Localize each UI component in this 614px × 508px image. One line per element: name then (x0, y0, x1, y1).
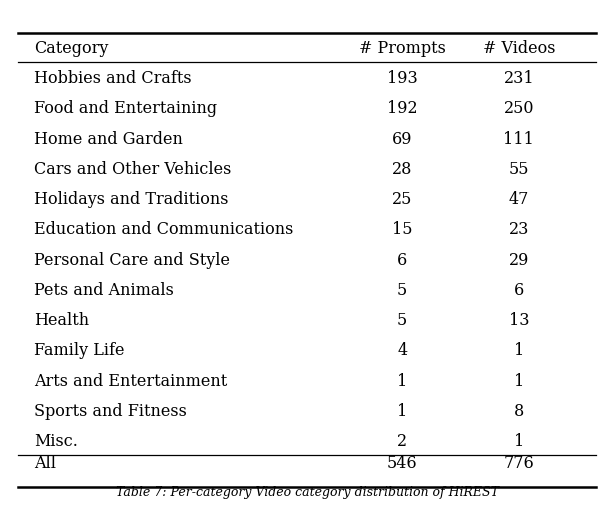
Text: 1: 1 (514, 433, 524, 450)
Text: 55: 55 (508, 161, 529, 178)
Text: Cars and Other Vehicles: Cars and Other Vehicles (34, 161, 231, 178)
Text: 15: 15 (392, 221, 413, 238)
Text: 25: 25 (392, 191, 413, 208)
Text: 1: 1 (397, 403, 407, 420)
Text: 8: 8 (514, 403, 524, 420)
Text: # Prompts: # Prompts (359, 40, 446, 57)
Text: Family Life: Family Life (34, 342, 124, 359)
Text: Misc.: Misc. (34, 433, 77, 450)
Text: 231: 231 (503, 70, 534, 87)
Text: All: All (34, 455, 56, 472)
Text: 193: 193 (387, 70, 418, 87)
Text: Home and Garden: Home and Garden (34, 131, 182, 148)
Text: 250: 250 (503, 101, 534, 117)
Text: 192: 192 (387, 101, 418, 117)
Text: 111: 111 (503, 131, 534, 148)
Text: 29: 29 (508, 251, 529, 269)
Text: 1: 1 (514, 372, 524, 390)
Text: # Videos: # Videos (483, 40, 555, 57)
Text: 1: 1 (397, 372, 407, 390)
Text: 23: 23 (508, 221, 529, 238)
Text: 6: 6 (514, 282, 524, 299)
Text: Personal Care and Style: Personal Care and Style (34, 251, 230, 269)
Text: Holidays and Traditions: Holidays and Traditions (34, 191, 228, 208)
Text: 5: 5 (397, 282, 407, 299)
Text: 776: 776 (503, 455, 534, 472)
Text: 13: 13 (508, 312, 529, 329)
Text: 6: 6 (397, 251, 407, 269)
Text: Category: Category (34, 40, 108, 57)
Text: 47: 47 (508, 191, 529, 208)
Text: Health: Health (34, 312, 89, 329)
Text: Arts and Entertainment: Arts and Entertainment (34, 372, 227, 390)
Text: Hobbies and Crafts: Hobbies and Crafts (34, 70, 192, 87)
Text: 4: 4 (397, 342, 407, 359)
Text: Education and Communications: Education and Communications (34, 221, 293, 238)
Text: Sports and Fitness: Sports and Fitness (34, 403, 187, 420)
Text: 28: 28 (392, 161, 413, 178)
Text: 69: 69 (392, 131, 413, 148)
Text: Food and Entertaining: Food and Entertaining (34, 101, 217, 117)
Text: 546: 546 (387, 455, 418, 472)
Text: 5: 5 (397, 312, 407, 329)
Text: Table 7: Per-category Video category distribution of HiREST: Table 7: Per-category Video category dis… (115, 486, 499, 499)
Text: 1: 1 (514, 342, 524, 359)
Text: Pets and Animals: Pets and Animals (34, 282, 174, 299)
Text: 2: 2 (397, 433, 407, 450)
